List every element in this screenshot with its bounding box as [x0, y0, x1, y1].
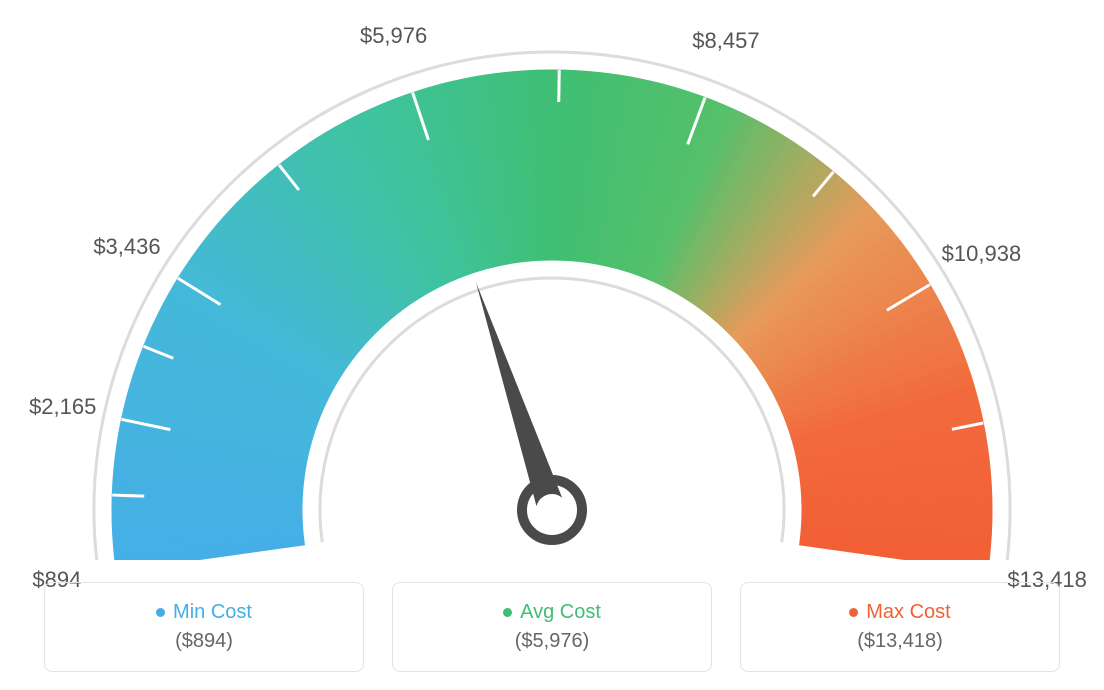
gauge-tick-label: $2,165 — [29, 394, 96, 420]
gauge-tick-label: $5,976 — [360, 23, 427, 49]
gauge-hub-inner — [536, 494, 568, 526]
legend-title: Max Cost — [849, 601, 950, 624]
legend-card: Min Cost ($894) — [44, 582, 364, 672]
gauge-tick-label: $10,938 — [942, 241, 1022, 267]
legend-card: Max Cost ($13,418) — [740, 582, 1060, 672]
legend-title-text: Avg Cost — [520, 601, 601, 624]
legend-value: ($13,418) — [857, 630, 943, 653]
gauge-tick-label: $3,436 — [93, 234, 160, 260]
gauge-svg — [0, 0, 1104, 560]
legend-title: Min Cost — [156, 601, 252, 624]
gauge-tick-label: $8,457 — [692, 28, 759, 54]
legend-title-text: Max Cost — [866, 601, 950, 624]
legend-value: ($894) — [175, 630, 233, 653]
bullet-icon — [849, 608, 858, 617]
legend-row: Min Cost ($894) Avg Cost ($5,976) Max Cost ($… — [0, 582, 1104, 672]
legend-card: Avg Cost ($5,976) — [392, 582, 712, 672]
gauge-chart: $894$2,165$3,436$5,976$8,457$10,938$13,4… — [0, 0, 1104, 560]
legend-title-text: Min Cost — [173, 601, 252, 624]
legend-value: ($5,976) — [515, 630, 590, 653]
legend-title: Avg Cost — [503, 601, 601, 624]
bullet-icon — [156, 608, 165, 617]
bullet-icon — [503, 608, 512, 617]
